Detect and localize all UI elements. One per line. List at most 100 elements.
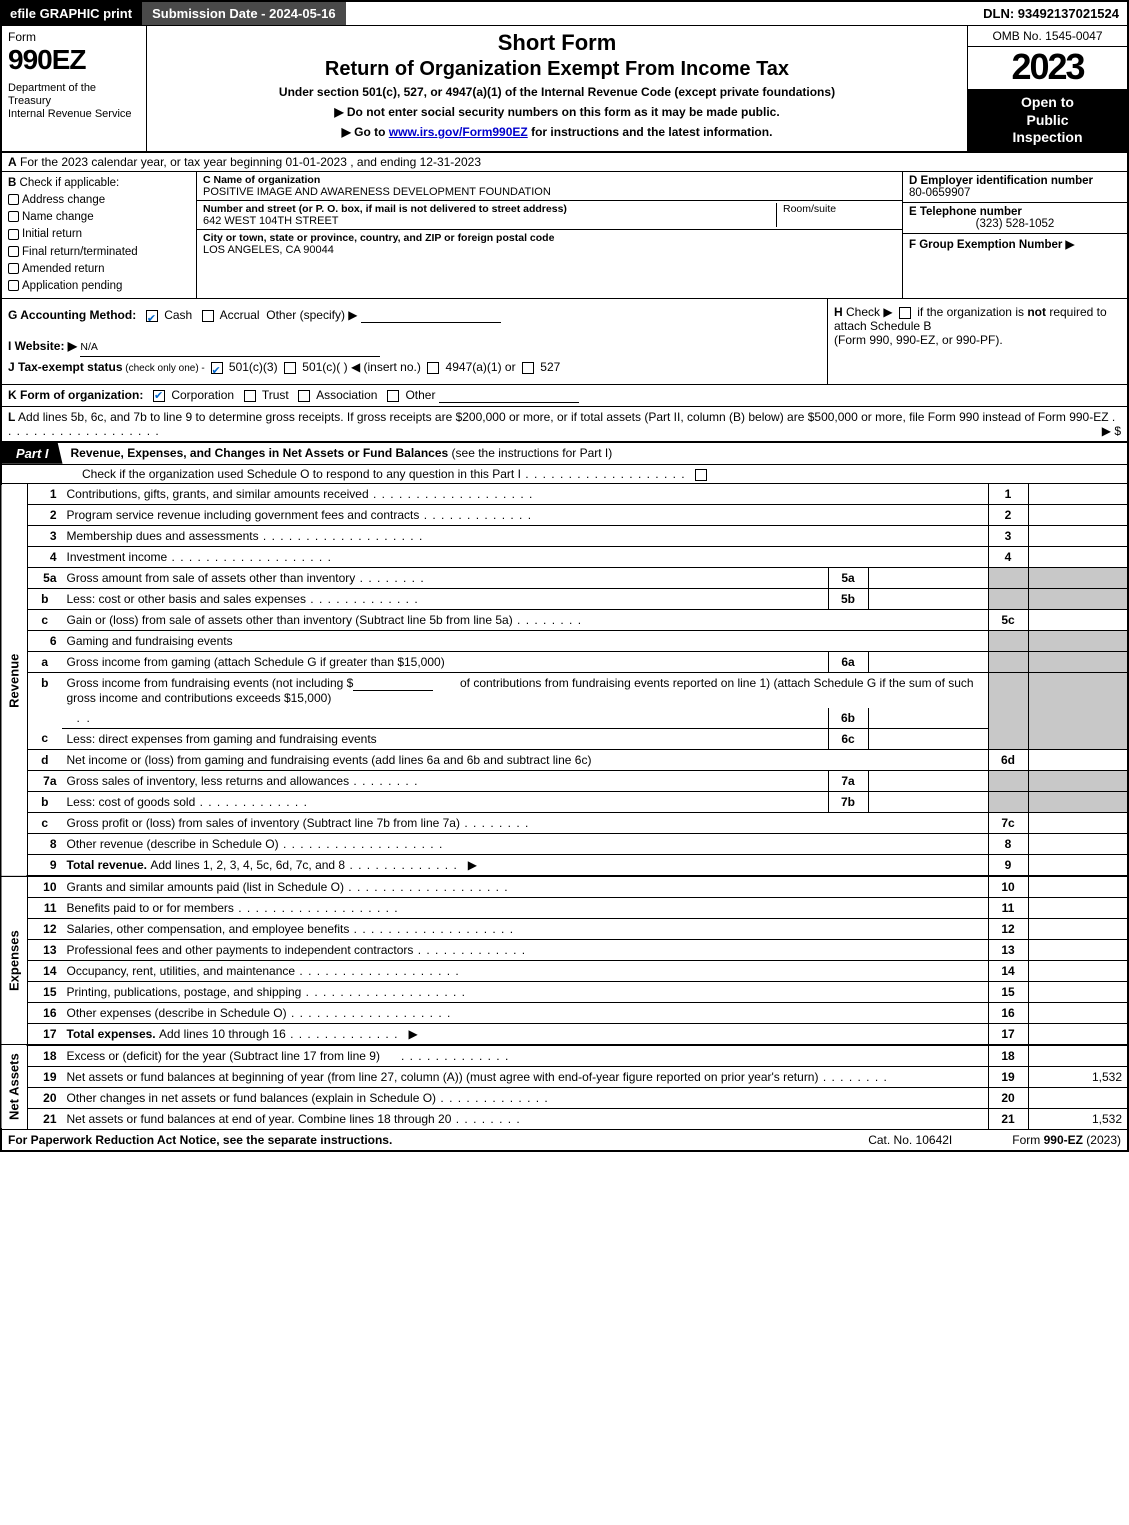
checkbox-schedule-b[interactable]: [899, 307, 911, 319]
l5a-mid: 5a: [828, 567, 868, 588]
checkbox-address-change[interactable]: [8, 194, 19, 205]
checkbox-4947[interactable]: [427, 362, 439, 374]
form-title-short: Short Form: [155, 30, 959, 56]
checkbox-application-pending[interactable]: [8, 280, 19, 291]
checkbox-association[interactable]: [298, 390, 310, 402]
line-13: 13 Professional fees and other payments …: [1, 939, 1128, 960]
g-other-field[interactable]: [361, 309, 501, 323]
h-text1: Check ▶: [843, 305, 896, 319]
checkbox-501c3[interactable]: [211, 362, 223, 374]
l7c-num: c: [28, 812, 62, 833]
l7c-val: [1028, 812, 1128, 833]
h-text2: if the organization is: [914, 305, 1027, 319]
line-6a: a Gross income from gaming (attach Sched…: [1, 651, 1128, 672]
l16-rlab: 16: [988, 1002, 1028, 1023]
l5a-desc: Gross amount from sale of assets other t…: [67, 571, 425, 585]
l18-val: [1028, 1045, 1128, 1067]
l5b-num: b: [28, 588, 62, 609]
l3-desc: Membership dues and assessments: [67, 529, 424, 543]
l7a-rval: [1028, 770, 1128, 791]
l20-rlab: 20: [988, 1087, 1028, 1108]
k-assoc: Association: [316, 388, 377, 402]
l13-desc: Professional fees and other payments to …: [67, 943, 527, 957]
l5c-num: c: [28, 609, 62, 630]
line-7c: c Gross profit or (loss) from sales of i…: [1, 812, 1128, 833]
l14-desc: Occupancy, rent, utilities, and maintena…: [67, 964, 460, 978]
l13-num: 13: [28, 939, 62, 960]
ein-value: 80-0659907: [909, 187, 1121, 199]
checkbox-final-return[interactable]: [8, 246, 19, 257]
checkbox-other-org[interactable]: [387, 390, 399, 402]
l6a-mid: 6a: [828, 651, 868, 672]
row-j: J Tax-exempt status (check only one) - 5…: [8, 357, 821, 377]
opt-initial-return: Initial return: [22, 228, 82, 240]
l21-desc: Net assets or fund balances at end of ye…: [67, 1112, 521, 1126]
checkbox-amended-return[interactable]: [8, 263, 19, 274]
l1-num: 1: [28, 484, 62, 505]
irs-link[interactable]: www.irs.gov/Form990EZ: [389, 125, 528, 139]
department-label: Department of the Treasury Internal Reve…: [8, 82, 140, 122]
header-right: OMB No. 1545-0047 2023 Open to Public In…: [967, 26, 1127, 151]
l8-desc: Other revenue (describe in Schedule O): [67, 837, 444, 851]
l12-val: [1028, 918, 1128, 939]
l21-rlab: 21: [988, 1108, 1028, 1129]
l1-desc: Contributions, gifts, grants, and simila…: [67, 487, 534, 501]
l7a-num: 7a: [28, 770, 62, 791]
l6-rval: [1028, 630, 1128, 651]
checkbox-name-change[interactable]: [8, 211, 19, 222]
l9-num: 9: [28, 854, 62, 876]
part1-header: Part I Revenue, Expenses, and Changes in…: [0, 442, 1129, 465]
open-line2: Public: [1026, 112, 1068, 128]
expenses-vertical-label: Expenses: [1, 876, 28, 1045]
l15-desc: Printing, publications, postage, and shi…: [67, 985, 467, 999]
part1-tab: Part I: [2, 443, 63, 464]
l2-val: [1028, 504, 1128, 525]
room-suite-label: Room/suite: [776, 203, 896, 227]
row-h: H Check ▶ if the organization is not req…: [827, 299, 1127, 384]
l6b-amount-field[interactable]: [353, 677, 433, 691]
l6a-num: a: [28, 651, 62, 672]
line-18: Net Assets 18 Excess or (deficit) for th…: [1, 1045, 1128, 1067]
line-6b-1: b Gross income from fundraising events (…: [1, 672, 1128, 707]
l11-val: [1028, 897, 1128, 918]
line-1: Revenue 1 Contributions, gifts, grants, …: [1, 484, 1128, 505]
checkbox-527[interactable]: [522, 362, 534, 374]
checkbox-accrual[interactable]: [202, 310, 214, 322]
opt-amended-return: Amended return: [22, 263, 104, 275]
line-a: A For the 2023 calendar year, or tax yea…: [0, 153, 1129, 172]
l11-rlab: 11: [988, 897, 1028, 918]
website-value: N/A: [80, 339, 380, 358]
l14-num: 14: [28, 960, 62, 981]
checkbox-cash[interactable]: [146, 310, 158, 322]
j-527: 527: [540, 360, 560, 374]
g-cash: Cash: [164, 308, 192, 322]
l11-desc: Benefits paid to or for members: [67, 901, 399, 915]
k-other-field[interactable]: [439, 389, 579, 403]
l6b-mid: 6b: [828, 708, 868, 729]
checkbox-trust[interactable]: [244, 390, 256, 402]
checkbox-corporation[interactable]: [153, 390, 165, 402]
checkbox-501c[interactable]: [284, 362, 296, 374]
form-subtitle: Under section 501(c), 527, or 4947(a)(1)…: [155, 85, 959, 99]
l18-desc: Excess or (deficit) for the year (Subtra…: [67, 1049, 380, 1063]
line-5b: b Less: cost or other basis and sales ex…: [1, 588, 1128, 609]
l6a-midval: [868, 651, 988, 672]
l9-rlab: 9: [988, 854, 1028, 876]
checkbox-initial-return[interactable]: [8, 229, 19, 240]
tax-year: 2023: [968, 47, 1127, 90]
form-header: Form 990EZ Department of the Treasury In…: [0, 25, 1129, 153]
l7b-num: b: [28, 791, 62, 812]
j-4947: 4947(a)(1) or: [446, 360, 516, 374]
line-6d: d Net income or (loss) from gaming and f…: [1, 749, 1128, 770]
omb-number: OMB No. 1545-0047: [968, 26, 1127, 47]
line-16: 16 Other expenses (describe in Schedule …: [1, 1002, 1128, 1023]
l6a-desc: Gross income from gaming (attach Schedul…: [62, 651, 829, 672]
checkbox-schedule-o-part1[interactable]: [695, 469, 707, 481]
l3-val: [1028, 525, 1128, 546]
l6d-num: d: [28, 749, 62, 770]
goto-line: ▶ Go to www.irs.gov/Form990EZ for instru…: [155, 125, 959, 139]
k-other: Other: [405, 388, 435, 402]
line-6: 6 Gaming and fundraising events: [1, 630, 1128, 651]
l6c-midval: [868, 728, 988, 749]
footer-right: Form 990-EZ (2023): [1012, 1133, 1121, 1147]
